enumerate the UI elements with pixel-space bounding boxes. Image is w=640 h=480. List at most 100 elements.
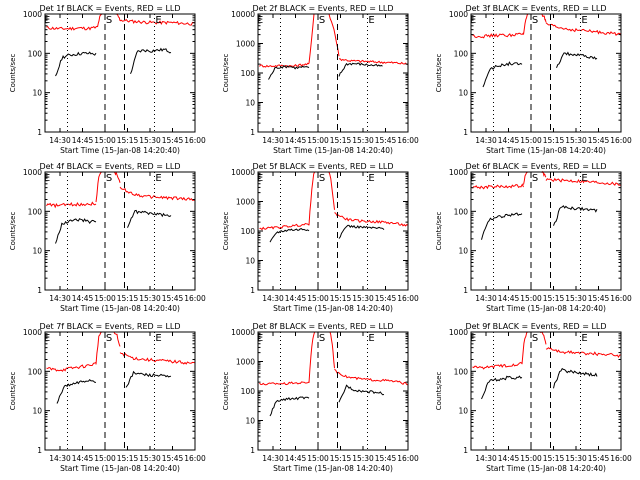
x-axis-label: Start Time (15-Jan-08 14:20:40) — [273, 146, 393, 155]
x-tick-label: 16:00 — [184, 294, 206, 303]
y-axis-label: Counts/sec — [435, 54, 443, 93]
marker-label-e: E — [368, 333, 374, 344]
panel-det-6: Det 6f BLACK = Events, RED = LLDESE14:30… — [435, 162, 632, 313]
marker-label-e: E — [581, 15, 587, 26]
x-axis-label: Start Time (15-Jan-08 14:20:40) — [273, 304, 393, 313]
y-tick-label: 100 — [454, 367, 469, 376]
x-tick-label: 14:30 — [262, 136, 284, 145]
y-tick-label: 1000 — [236, 358, 255, 367]
panel-det-9: Det 9f BLACK = Events, RED = LLDESE14:30… — [435, 322, 632, 473]
events-series-line — [268, 65, 310, 80]
y-axis-label: Counts/sec — [222, 372, 230, 411]
events-series-line — [481, 212, 523, 240]
lld-series-line — [113, 171, 121, 183]
plot-frame — [44, 171, 196, 291]
events-series-line — [127, 209, 172, 228]
y-tick-label: 10 — [245, 99, 255, 108]
marker-label-s: S — [532, 333, 538, 344]
y-tick-label: 10 — [245, 417, 255, 426]
events-series-line — [55, 218, 97, 244]
plot-frame — [44, 331, 196, 451]
x-tick-label: 15:45 — [375, 294, 397, 303]
x-tick-label: 14:45 — [285, 454, 307, 463]
y-tick-label: 1000 — [236, 40, 255, 49]
marker-label-s: S — [106, 333, 112, 344]
y-tick-label: 100 — [241, 387, 256, 396]
events-series-line — [482, 61, 523, 88]
y-tick-label: 10 — [32, 247, 42, 256]
y-tick-label: 1 — [37, 286, 42, 295]
x-tick-label: 15:45 — [588, 136, 610, 145]
y-tick-label: 10 — [458, 407, 468, 416]
x-tick-label: 15:00 — [94, 454, 116, 463]
y-tick-label: 1000 — [23, 328, 42, 337]
x-tick-label: 15:30 — [352, 454, 374, 463]
plot-frame — [470, 171, 622, 291]
y-tick-label: 1 — [463, 128, 468, 137]
x-tick-label: 16:00 — [610, 294, 632, 303]
y-tick-label: 100 — [28, 367, 43, 376]
panel-title: Det 1f BLACK = Events, RED = LLD — [39, 4, 180, 13]
x-tick-label: 15:30 — [565, 294, 587, 303]
x-tick-label: 14:45 — [498, 294, 520, 303]
y-tick-label: 100 — [241, 69, 256, 78]
lld-series-line — [545, 347, 622, 358]
x-tick-label: 16:00 — [397, 294, 419, 303]
marker-label-e: E — [581, 173, 587, 184]
y-tick-label: 1 — [250, 446, 255, 455]
x-tick-label: 15:45 — [162, 136, 184, 145]
x-tick-label: 14:30 — [49, 454, 71, 463]
x-tick-label: 16:00 — [184, 454, 206, 463]
x-tick-label: 15:45 — [375, 454, 397, 463]
x-tick-label: 15:30 — [139, 454, 161, 463]
marker-label-s: S — [106, 173, 112, 184]
x-tick-label: 14:45 — [72, 294, 94, 303]
lld-series-line — [541, 13, 547, 23]
events-series-line — [269, 228, 310, 243]
x-tick-label: 15:00 — [520, 294, 542, 303]
plot-frame — [470, 13, 622, 133]
y-tick-label: 100 — [241, 227, 256, 236]
x-tick-label: 16:00 — [610, 454, 632, 463]
y-axis-label: Counts/sec — [9, 372, 17, 411]
x-tick-label: 15:45 — [162, 454, 184, 463]
x-axis-label: Start Time (15-Jan-08 14:20:40) — [486, 304, 606, 313]
lld-series-line — [113, 331, 121, 347]
x-tick-label: 15:00 — [520, 454, 542, 463]
lld-series-line — [545, 177, 622, 186]
lld-series-line — [334, 368, 409, 386]
y-tick-label: 1000 — [236, 198, 255, 207]
x-tick-label: 14:45 — [72, 136, 94, 145]
x-tick-label: 15:00 — [94, 136, 116, 145]
events-series-line — [338, 384, 385, 403]
panel-title: Det 7f BLACK = Events, RED = LLD — [39, 322, 180, 331]
y-tick-label: 1 — [463, 286, 468, 295]
y-tick-label: 10 — [458, 247, 468, 256]
x-tick-label: 14:30 — [475, 454, 497, 463]
panel-title: Det 8f BLACK = Events, RED = LLD — [252, 322, 393, 331]
lld-series-line — [472, 32, 524, 39]
x-tick-label: 14:45 — [285, 294, 307, 303]
lld-series-line — [46, 201, 97, 209]
y-tick-label: 10000 — [231, 328, 255, 337]
panel-det-1: Det 1f BLACK = Events, RED = LLDESE14:30… — [9, 4, 206, 155]
y-axis-label: Counts/sec — [222, 54, 230, 93]
x-tick-label: 15:30 — [139, 294, 161, 303]
y-tick-label: 1 — [463, 446, 468, 455]
x-tick-label: 15:15 — [330, 136, 352, 145]
lld-series-line — [472, 361, 523, 370]
lld-series-line — [259, 222, 310, 231]
y-axis-label: Counts/sec — [435, 372, 443, 411]
lld-series-line — [338, 58, 409, 65]
x-tick-label: 15:00 — [307, 294, 329, 303]
y-tick-label: 1000 — [23, 168, 42, 177]
y-tick-label: 1 — [37, 446, 42, 455]
panel-title: Det 3f BLACK = Events, RED = LLD — [465, 4, 606, 13]
y-tick-label: 100 — [28, 207, 43, 216]
lld-series-line — [46, 25, 98, 31]
x-tick-label: 15:30 — [139, 136, 161, 145]
